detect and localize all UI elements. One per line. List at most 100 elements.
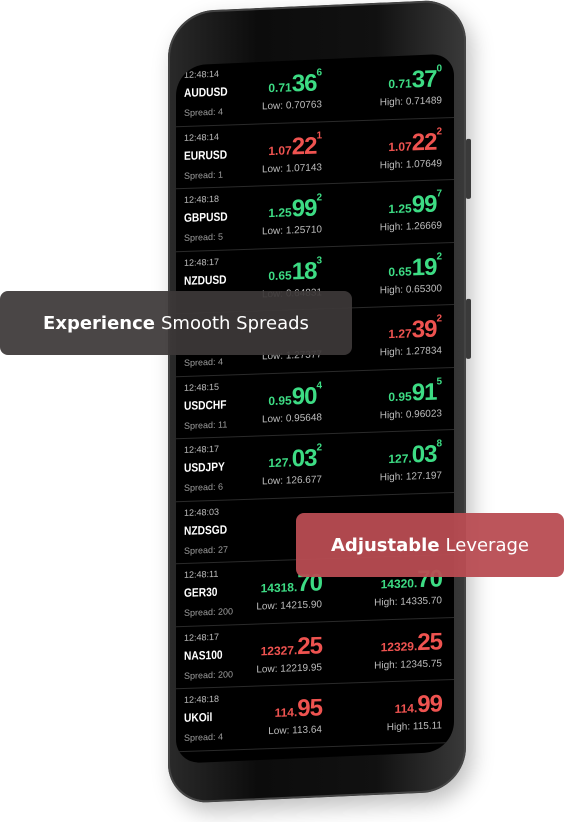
quote-symbol: AUDUSD	[184, 84, 228, 100]
quote-time: 12:48:18	[184, 193, 220, 205]
ask-price[interactable]: 0.71370	[388, 63, 442, 95]
quote-row[interactable]: 12:48:18 GBPUSD Spread: 5 1.25992 Low: 1.257…	[176, 179, 454, 252]
bid-price-prefix: 12327.	[260, 642, 298, 658]
quote-high: High: 0.96023	[379, 407, 442, 421]
quote-symbol: GBPUSD	[184, 209, 228, 225]
ask-price-prefix: 14320.	[380, 576, 418, 592]
ask-price-pips: 99	[417, 690, 442, 719]
ask-price-fraction: 7	[436, 188, 442, 200]
ask-price-pips: 91	[411, 378, 437, 406]
ask-price-prefix: 114.	[394, 701, 418, 716]
ask-price-fraction: 2	[436, 125, 442, 138]
quote-spread: Spread: 200	[184, 606, 234, 618]
bid-price-pips: 03	[291, 444, 317, 473]
quote-spread: Spread: 1	[184, 169, 224, 181]
bid-price-fraction: 2	[316, 442, 322, 454]
bid-price-pips: 90	[291, 382, 317, 410]
quote-low: Low: 1.25710	[261, 224, 322, 238]
quote-spread: Spread: 6	[184, 481, 224, 493]
ask-price[interactable]: 1.25997	[388, 188, 442, 220]
quote-high: High: 127.197	[379, 470, 442, 484]
quote-list: 12:48:14 AUDUSD Spread: 4 0.71366 Low: 0.707…	[176, 54, 454, 752]
bid-price-pips: 99	[291, 194, 317, 223]
badge-bold-text: Experience	[43, 312, 155, 334]
badge-bold-text: Adjustable	[331, 534, 440, 556]
quote-symbol: USDJPY	[184, 459, 225, 475]
bid-price[interactable]: 1.07221	[268, 129, 322, 162]
phone-mockup: 12:48:14 AUDUSD Spread: 4 0.71366 Low: 0.707…	[168, 0, 471, 805]
phone-power-button	[466, 298, 471, 359]
bid-price[interactable]: 114.95	[275, 694, 322, 724]
quote-row[interactable]: 12:48:14 EURUSD Spread: 1 1.07221 Low: 1.071…	[176, 117, 454, 190]
bid-price-fraction: 1	[316, 129, 322, 142]
quote-symbol: GER30	[184, 584, 218, 600]
quote-row[interactable]: 12:48:14 AUDUSD Spread: 4 0.71366 Low: 0.707…	[176, 54, 454, 127]
ask-price[interactable]: 1.27392	[388, 313, 442, 345]
quote-row[interactable]: 12:48:17 USDJPY Spread: 6 127.032 Low: 126.6…	[176, 429, 454, 502]
quote-high: High: 1.07649	[379, 157, 442, 171]
bid-price-fraction: 4	[316, 379, 322, 392]
bid-price-prefix: 1.07	[268, 142, 292, 158]
ask-price[interactable]: 114.99	[395, 690, 442, 720]
ask-price-fraction: 2	[436, 250, 442, 263]
quote-spread: Spread: 4	[184, 356, 224, 368]
ask-price-fraction: 2	[436, 313, 442, 325]
quote-spread: Spread: 4	[184, 106, 224, 118]
ask-price-fraction: 0	[436, 63, 442, 75]
quote-symbol: EURUSD	[184, 147, 228, 163]
ask-price[interactable]: 0.65192	[388, 250, 442, 283]
bid-price-prefix: 0.95	[268, 392, 292, 408]
quote-spread: Spread: 5	[184, 231, 224, 243]
quote-time: 12:48:18	[184, 693, 220, 705]
quote-low: Low: 12219.95	[256, 661, 322, 676]
quote-high: High: 1.26669	[379, 220, 442, 234]
ask-price-pips: 25	[417, 627, 442, 656]
quote-symbol: USDCHF	[184, 397, 227, 413]
bid-price[interactable]: 1.25992	[268, 192, 322, 224]
bid-price[interactable]: 127.032	[268, 442, 322, 474]
ask-price-prefix: 127.	[388, 451, 412, 467]
bid-price-pips: 36	[291, 69, 317, 98]
bid-price-fraction: 3	[316, 254, 322, 267]
ask-price[interactable]: 0.95915	[388, 376, 442, 408]
ask-price-prefix: 0.65	[388, 263, 412, 279]
quote-spread: Spread: 11	[184, 418, 228, 431]
quote-symbol: NZDSGD	[184, 522, 228, 538]
ask-price[interactable]: 12329.25	[381, 628, 442, 658]
ask-price-pips: 37	[411, 65, 437, 94]
quote-row[interactable]: 12:48:17 NAS100 Spread: 200 12327.25 Low: 12…	[176, 617, 454, 690]
bid-price-prefix: 0.71	[268, 80, 292, 96]
quote-time: 12:48:14	[184, 131, 220, 143]
quote-low: Low: 14215.90	[256, 599, 322, 613]
bid-price-prefix: 114.	[274, 705, 298, 720]
ask-price-pips: 03	[411, 440, 437, 469]
ask-price-pips: 22	[411, 128, 437, 156]
bid-price[interactable]: 0.65183	[268, 254, 322, 287]
ask-price-prefix: 1.27	[388, 326, 412, 342]
quote-spread: Spread: 200	[184, 668, 234, 681]
badge-text: Leverage	[445, 534, 529, 556]
quote-time: 12:48:03	[184, 506, 220, 518]
quote-time: 12:48:17	[184, 256, 220, 268]
experience-spreads-badge: Experience Smooth Spreads	[0, 291, 352, 355]
ask-price-prefix: 1.25	[388, 201, 412, 217]
ask-price-prefix: 0.71	[388, 76, 412, 92]
bid-price-pips: 25	[297, 631, 322, 660]
bid-price[interactable]: 12327.25	[261, 632, 322, 662]
bid-price[interactable]: 0.95904	[268, 379, 322, 412]
quote-row[interactable]: 12:48:15 USDCHF Spread: 11 0.95904 Low: 0.95…	[176, 367, 454, 440]
bid-price-pips: 22	[291, 132, 317, 160]
quote-symbol: NAS100	[184, 647, 223, 663]
quote-spread: Spread: 27	[184, 543, 229, 556]
quote-spread: Spread: 4	[184, 731, 224, 743]
ask-price-pips: 19	[411, 253, 437, 281]
bid-price-pips: 95	[297, 694, 322, 723]
quote-time: 12:48:17	[184, 631, 220, 643]
bid-price-fraction: 2	[316, 192, 322, 204]
ask-price[interactable]: 1.07222	[388, 125, 442, 158]
quote-high: High: 115.11	[386, 720, 442, 734]
ask-price-prefix: 12329.	[380, 638, 418, 654]
bid-price[interactable]: 0.71366	[268, 67, 322, 99]
quote-row[interactable]: 12:48:18 UKOil Spread: 4 114.95 Low: 113.64 1…	[176, 679, 454, 752]
ask-price[interactable]: 127.038	[388, 438, 442, 470]
